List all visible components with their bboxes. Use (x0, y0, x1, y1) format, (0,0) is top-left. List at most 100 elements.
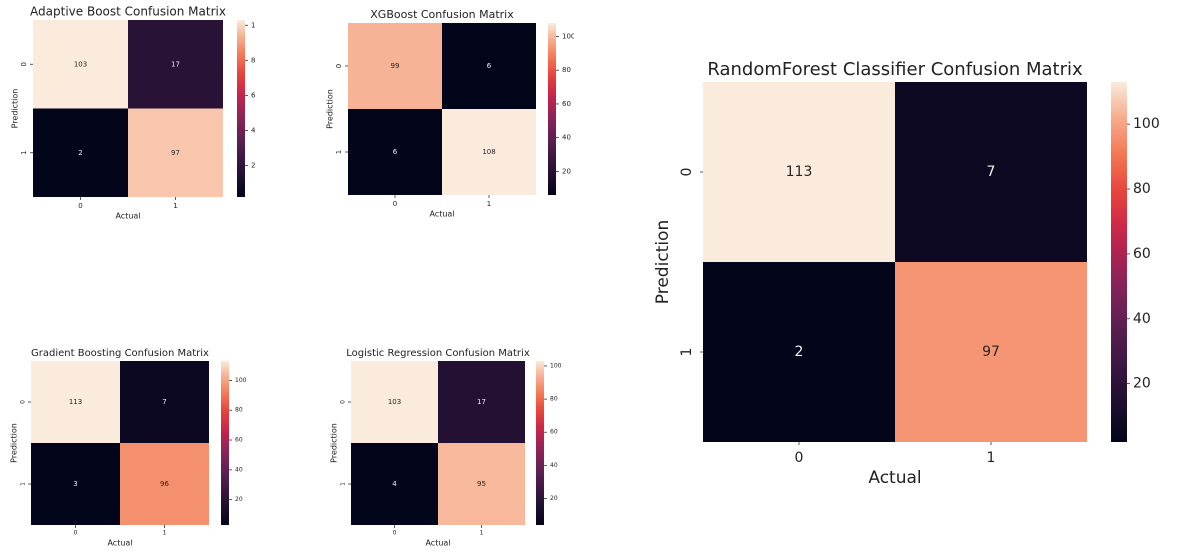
colorbar-tick-label: 20 (550, 495, 558, 502)
y-tick-label: 0 (679, 168, 695, 177)
x-axis-label: Actual (115, 212, 140, 221)
heatmap-cell (348, 23, 442, 109)
x-axis-label: Actual (425, 539, 450, 548)
x-tick-label: 0 (74, 530, 78, 537)
colorbar-tick-label: 80 (550, 396, 558, 403)
colorbar-tick-label: 20 (235, 496, 243, 503)
colorbar-tick-label: 40 (235, 466, 243, 473)
cell-label: 17 (171, 60, 180, 68)
colorbar-tick-label: 20 (1133, 376, 1151, 392)
colorbar-tick-label: 100 (550, 362, 562, 369)
heatmap-cell (120, 443, 209, 525)
colorbar-tick-label: 100 (251, 21, 255, 29)
xgboost-chart: XGBoost Confusion Matrix 99 6 6 108 0 1 0 1 Actua… (326, 8, 576, 219)
heatmap-cell (438, 361, 525, 443)
heatmap-cell (351, 361, 438, 443)
cell-label: 4 (392, 480, 397, 488)
heatmap-cell (128, 20, 223, 109)
colorbar-tick-label: 80 (562, 66, 571, 74)
chart-title: Adaptive Boost Confusion Matrix (30, 5, 226, 19)
y-axis-label: Prediction (326, 89, 335, 129)
random-forest-panel: RandomForest Classifier Confusion Matrix… (647, 52, 1167, 494)
heatmap-cell (31, 443, 120, 525)
adaptive-boost-panel: Adaptive Boost Confusion Matrix 103 17 2 97 0… (5, 4, 264, 228)
heatmap-cell (31, 361, 120, 443)
x-axis-label: Actual (107, 539, 132, 548)
x-axis-label: Actual (868, 468, 921, 488)
colorbar-tick-label: 20 (562, 167, 571, 175)
colorbar-tick-label: 60 (251, 91, 255, 99)
y-tick-label: 1 (679, 348, 695, 357)
y-tick-label: 1 (335, 150, 343, 154)
heatmap-cell (120, 361, 209, 443)
y-tick-label: 1 (20, 151, 28, 155)
colorbar (536, 361, 544, 525)
cell-label: 97 (171, 149, 180, 157)
cell-label: 99 (391, 62, 400, 70)
x-axis-label: Actual (429, 210, 454, 219)
chart-title: XGBoost Confusion Matrix (370, 8, 514, 21)
y-tick-label: 0 (20, 62, 28, 66)
x-tick-label: 0 (393, 530, 397, 537)
cell-label: 103 (74, 60, 87, 68)
colorbar (221, 361, 229, 525)
cell-label: 3 (73, 480, 77, 488)
chart-title: RandomForest Classifier Confusion Matrix (707, 59, 1083, 80)
y-axis-label: Prediction (330, 423, 339, 463)
colorbar-tick-label: 80 (251, 56, 255, 64)
heatmap-cell (33, 20, 128, 109)
y-axis-label: Prediction (10, 423, 19, 463)
cell-label: 2 (78, 149, 82, 157)
cell-label: 6 (393, 148, 398, 156)
colorbar-tick-label: 40 (550, 462, 558, 469)
colorbar-tick-label: 60 (562, 100, 571, 108)
heatmap-cell (442, 109, 536, 195)
heatmap-cell (895, 82, 1087, 262)
y-tick-label: 0 (340, 400, 347, 404)
cell-label: 103 (388, 398, 401, 406)
chart-title: Gradient Boosting Confusion Matrix (31, 348, 209, 359)
cell-label: 113 (786, 164, 813, 180)
heatmap-cell (128, 108, 223, 197)
colorbar-tick-label: 60 (550, 429, 558, 436)
heatmap-cell (351, 443, 438, 525)
cell-label: 7 (987, 164, 996, 180)
heatmap-cell (895, 262, 1087, 442)
x-tick-label: 1 (987, 450, 996, 466)
colorbar (1111, 82, 1127, 442)
x-tick-label: 1 (173, 202, 177, 210)
heatmap-cell (442, 23, 536, 109)
y-tick-label: 1 (20, 482, 27, 486)
colorbar-tick-label: 100 (1133, 116, 1160, 132)
x-tick-label: 0 (795, 450, 804, 466)
logistic-regression-chart: Logistic Regression Confusion Matrix 103 1… (330, 348, 562, 548)
x-tick-label: 0 (393, 200, 397, 208)
cell-label: 97 (982, 344, 1000, 360)
cell-label: 7 (162, 398, 166, 406)
colorbar-tick-label: 40 (251, 126, 255, 134)
xgboost-panel: XGBoost Confusion Matrix 99 6 6 108 0 1 0 1 Actua… (322, 7, 576, 223)
y-tick-label: 0 (335, 64, 343, 68)
cell-label: 6 (487, 62, 492, 70)
heatmap-cell (703, 82, 895, 262)
colorbar-tick-label: 60 (235, 437, 243, 444)
y-axis-label: Prediction (653, 220, 673, 304)
y-tick-label: 0 (20, 400, 27, 404)
colorbar-tick-label: 20 (251, 161, 255, 169)
colorbar-tick-label: 80 (1133, 181, 1151, 197)
colorbar-tick-label: 40 (1133, 311, 1151, 327)
heatmap-cell (33, 108, 128, 197)
gradient-boosting-chart: Gradient Boosting Confusion Matrix 113 7 3 9… (10, 348, 247, 548)
y-tick-label: 1 (340, 482, 347, 486)
x-tick-label: 0 (78, 202, 82, 210)
heatmap-cell (438, 443, 525, 525)
cell-label: 95 (477, 480, 486, 488)
colorbar (548, 23, 556, 195)
cell-label: 17 (477, 398, 486, 406)
random-forest-chart: RandomForest Classifier Confusion Matrix… (653, 59, 1160, 488)
colorbar-tick-label: 60 (1133, 246, 1151, 262)
chart-title: Logistic Regression Confusion Matrix (346, 348, 530, 359)
colorbar (237, 20, 245, 197)
colorbar-tick-label: 100 (562, 32, 574, 40)
cell-label: 113 (69, 398, 82, 406)
